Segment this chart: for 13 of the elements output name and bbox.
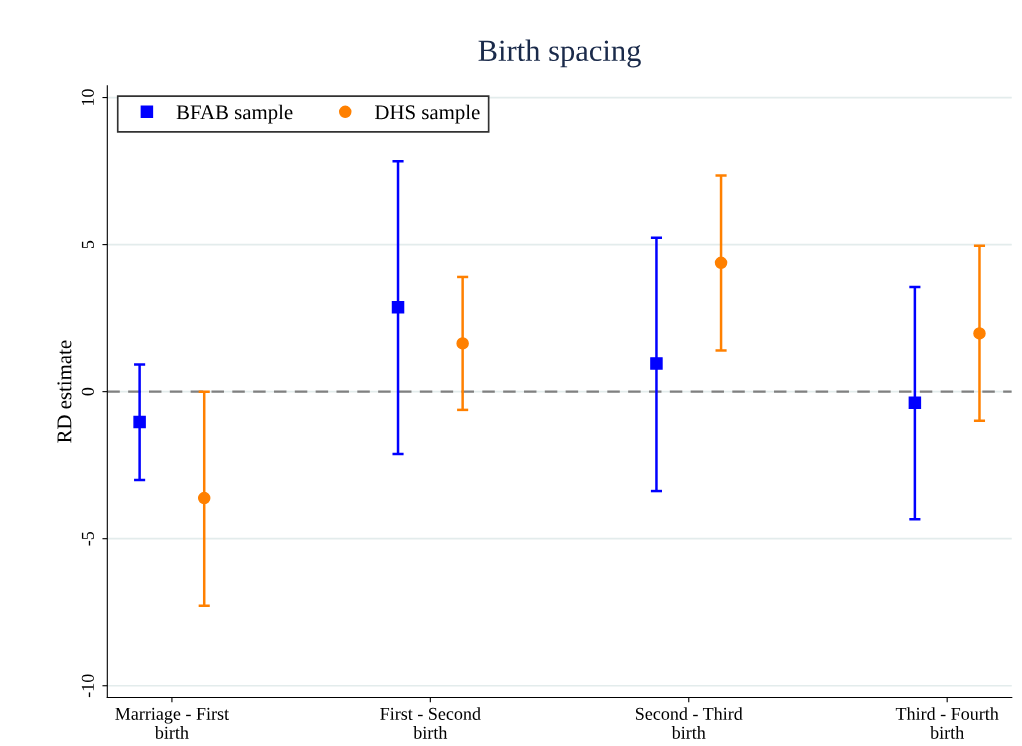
x-tick-label: Second - Third birth (635, 707, 743, 739)
x-tick-label: Third - Fourth birth (895, 707, 999, 739)
legend-label: DHS sample (375, 104, 480, 124)
y-axis-title: RD estimate (57, 340, 72, 443)
x-tick-label: First - Second birth (380, 707, 481, 739)
y-tick-label: -10 (81, 674, 94, 698)
y-tick-label: 5 (81, 240, 94, 249)
y-tick-label: -5 (81, 531, 94, 546)
y-tick-label: 0 (81, 387, 94, 396)
chart-title: Birth spacing (478, 39, 641, 68)
legend-label: BFAB sample (176, 104, 293, 124)
x-tick-label: Marriage - First birth (115, 707, 229, 739)
y-tick-label: 10 (81, 89, 94, 105)
